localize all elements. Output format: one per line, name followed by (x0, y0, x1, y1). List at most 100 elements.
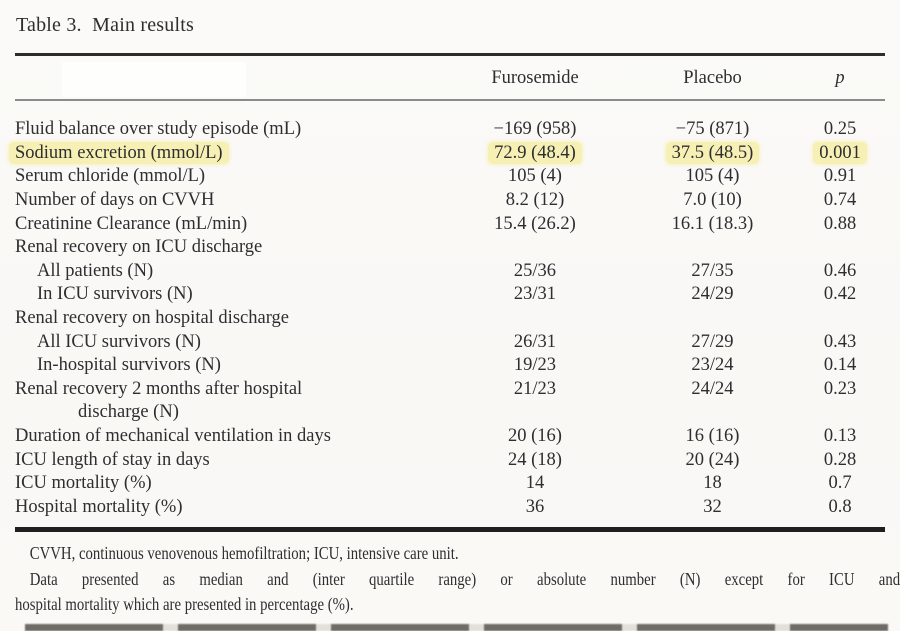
cell-text: 105 (4) (508, 166, 562, 187)
placebo-value: 32 (630, 497, 795, 518)
cell-text: 0.43 (823, 331, 857, 352)
row-label: In ICU survivors (N) (15, 284, 440, 305)
cell-text: 105 (4) (685, 166, 740, 187)
p-value: 0.91 (795, 166, 885, 187)
cell-text: −169 (958) (493, 119, 577, 140)
cell-text: 0.13 (823, 426, 857, 447)
cell-text: 0.7 (828, 473, 852, 494)
cell-text: 20 (24) (685, 449, 740, 470)
row-label: In-hospital survivors (N) (15, 355, 440, 376)
table-row: discharge (N) (15, 401, 885, 425)
p-value: 0.23 (795, 379, 885, 400)
table-row: Duration of mechanical ventilation in da… (15, 425, 885, 449)
p-value: 0.43 (795, 332, 885, 353)
placebo-value: 16 (16) (630, 426, 795, 447)
cell-text: 0.14 (823, 355, 857, 376)
row-label: Renal recovery on hospital discharge (15, 308, 440, 329)
furosemide-value: 25/36 (440, 261, 630, 282)
p-value: 0.74 (795, 190, 885, 211)
furosemide-value: 14 (440, 473, 630, 494)
cell-text: 15.4 (26.2) (494, 213, 576, 234)
column-header-placebo: Placebo (683, 67, 742, 88)
cell-text: 26/31 (513, 331, 557, 352)
furosemide-value: 105 (4) (440, 166, 630, 187)
cell-text: Renal recovery 2 months after hospital (15, 378, 303, 399)
placebo-value: 18 (630, 473, 795, 494)
furosemide-value: 72.9 (48.4) (440, 141, 630, 164)
table-row: Renal recovery on hospital discharge (15, 307, 885, 331)
placebo-value: 24/24 (630, 379, 795, 400)
row-label: Renal recovery 2 months after hospital (15, 379, 440, 400)
scan-artifact (62, 62, 246, 97)
footnote-line: CVVH, continuous venovenous hemofiltrati… (29, 543, 459, 563)
header-rule (15, 99, 885, 101)
table-row: All ICU survivors (N) 26/31 27/29 0.43 (15, 330, 885, 354)
placebo-value: −75 (871) (630, 119, 795, 140)
placebo-value: 24/29 (630, 284, 795, 305)
placebo-value: 105 (4) (630, 166, 795, 187)
cell-text: 24/24 (691, 378, 734, 399)
furosemide-value: 19/23 (440, 355, 630, 376)
p-value: 0.28 (795, 450, 885, 471)
cell-text: 0.28 (823, 449, 857, 470)
table-row: Number of days on CVVH 8.2 (12) 7.0 (10) 0.… (15, 189, 885, 213)
column-header-furosemide: Furosemide (491, 67, 579, 88)
cell-text: Renal recovery on ICU discharge (15, 237, 263, 258)
cell-text: 0.23 (823, 378, 857, 399)
cell-text: 27/29 (691, 331, 734, 352)
cell-text: All patients (N) (37, 260, 154, 281)
p-value: 0.46 (795, 261, 885, 282)
cell-text: 27/35 (691, 260, 734, 281)
table-caption: Table 3. Main results (16, 14, 194, 36)
cut-off-next-line (25, 624, 888, 631)
table-row: ICU length of stay in days 24 (18) 20 (24)… (15, 448, 885, 472)
cell-text: 7.0 (10) (683, 190, 742, 211)
cell-text: −75 (871) (675, 119, 750, 140)
cell-text: ICU length of stay in days (15, 449, 210, 470)
row-label: Hospital mortality (%) (15, 497, 440, 518)
row-label: Renal recovery on ICU discharge (15, 237, 440, 258)
cell-text: 21/23 (513, 378, 557, 399)
placebo-value: 27/29 (630, 332, 795, 353)
table-row: Fluid balance over study episode (mL) −16… (15, 118, 885, 142)
cell-text: All ICU survivors (N) (37, 331, 201, 352)
cell-text: In-hospital survivors (N) (37, 355, 221, 376)
row-label: Serum chloride (mmol/L) (15, 166, 440, 187)
cell-text: 0.25 (823, 119, 857, 140)
cell-text: 23/31 (513, 284, 557, 305)
row-label: All ICU survivors (N) (15, 332, 440, 353)
cell-text: 14 (525, 473, 545, 494)
placebo-value: 27/35 (630, 261, 795, 282)
table-footnotes: CVVH, continuous venovenous hemofiltrati… (15, 541, 900, 618)
furosemide-value: 36 (440, 497, 630, 518)
cell-text: 24/29 (691, 284, 734, 305)
cell-text: Fluid balance over study episode (mL) (15, 119, 302, 140)
furosemide-value: 23/31 (440, 284, 630, 305)
p-value: 0.13 (795, 426, 885, 447)
cell-text: Creatinine Clearance (mL/min) (15, 213, 248, 234)
cell-text: Duration of mechanical ventilation in da… (15, 426, 331, 447)
highlighted-text: Sodium excretion (mmol/L) (9, 141, 229, 164)
footnote-line: hospital mortality which are presented i… (15, 594, 354, 614)
cell-text: discharge (N) (78, 402, 179, 423)
cell-text: In ICU survivors (N) (37, 284, 193, 305)
table-body: Fluid balance over study episode (mL) −16… (9, 118, 885, 519)
table-row: All patients (N) 25/36 27/35 0.46 (15, 260, 885, 284)
table-row: Renal recovery 2 months after hospital 21… (15, 378, 885, 402)
cell-text: 18 (703, 473, 722, 494)
row-label: Creatinine Clearance (mL/min) (15, 214, 440, 235)
cell-text: Renal recovery on hospital discharge (15, 308, 289, 329)
cell-text: 8.2 (12) (505, 190, 565, 211)
cell-text: 16 (16) (685, 426, 740, 447)
furosemide-value: 8.2 (12) (440, 190, 630, 211)
furosemide-value: 20 (16) (440, 426, 630, 447)
cell-text: 19/23 (513, 355, 557, 376)
highlighted-text: 0.001 (813, 141, 867, 164)
row-label: Duration of mechanical ventilation in da… (15, 426, 440, 447)
table-row: In-hospital survivors (N) 19/23 23/24 0.14 (15, 354, 885, 378)
table-row: Creatinine Clearance (mL/min) 15.4 (26.2)… (15, 212, 885, 236)
placebo-value: 20 (24) (630, 450, 795, 471)
furosemide-value: 15.4 (26.2) (440, 214, 630, 235)
table-row: In ICU survivors (N) 23/31 24/29 0.42 (15, 283, 885, 307)
